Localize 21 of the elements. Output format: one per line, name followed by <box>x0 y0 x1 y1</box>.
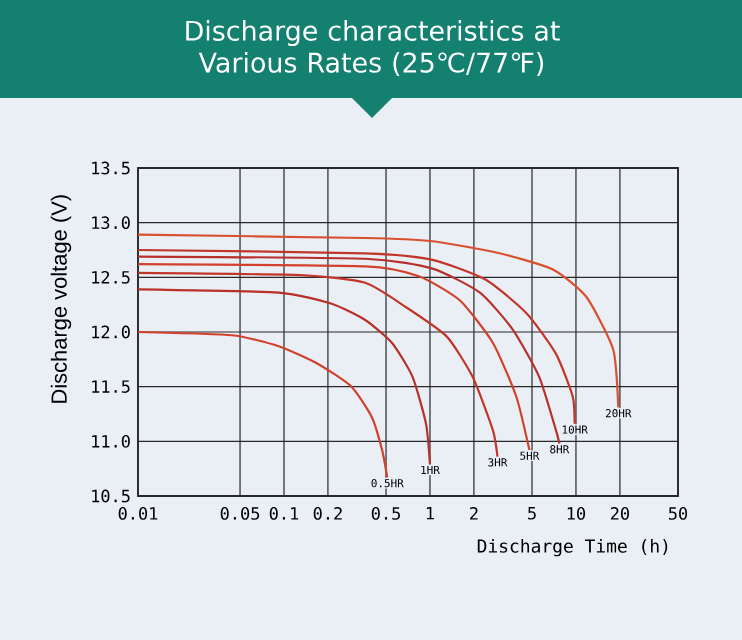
x-tick-label: 50 <box>668 507 688 520</box>
y-tick-label: 13.0 <box>92 216 130 230</box>
x-tick-label: 0.5 <box>371 507 400 520</box>
y-tick-label: 11.5 <box>92 380 130 393</box>
x-tick-label: 10 <box>567 507 586 520</box>
x-axis-title: Discharge Time (h) <box>477 538 668 557</box>
y-tick-label: 11.0 <box>92 434 130 448</box>
x-tick-label: 1 <box>426 507 434 520</box>
x-tick-label: 0.1 <box>269 507 299 520</box>
y-tick-label: 13.5 <box>92 161 130 175</box>
y-tick-label: 12.5 <box>92 270 130 284</box>
y-tick-label: 10.5 <box>92 489 130 503</box>
x-tick-label: 0.05 <box>220 507 260 520</box>
x-tick-label: 5 <box>528 507 536 520</box>
chart-title: Discharge characteristics at Various Rates (25℃/77℉) <box>186 20 560 76</box>
x-tick-label: 0.01 <box>118 507 158 520</box>
y-tick-label: 12.0 <box>92 325 130 339</box>
x-tick-label: 0.2 <box>313 507 342 520</box>
x-tick-label: 20 <box>610 507 629 520</box>
y-axis-title: Discharge voltage (V) <box>50 195 72 403</box>
x-tick-label: 2 <box>470 507 478 520</box>
